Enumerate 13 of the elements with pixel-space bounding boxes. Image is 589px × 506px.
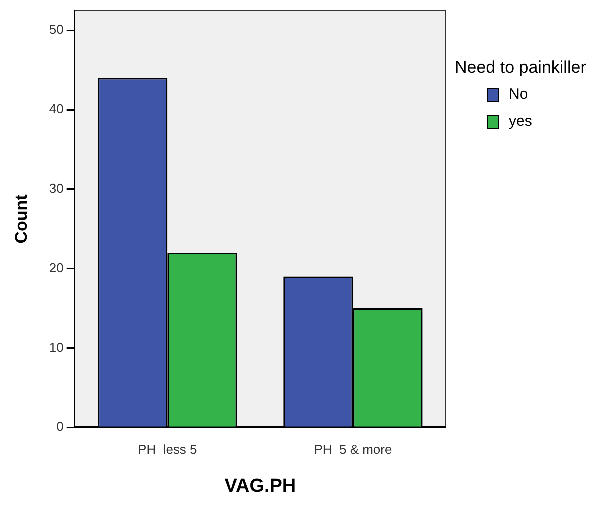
y-tick-label: 10 bbox=[49, 340, 64, 355]
y-axis-title: Count bbox=[12, 194, 31, 244]
y-tick-label: 0 bbox=[56, 419, 64, 434]
x-axis-title: VAG.PH bbox=[224, 476, 296, 497]
x-tick-label: PH 5 & more bbox=[314, 442, 392, 457]
legend-label: No bbox=[509, 86, 528, 103]
y-tick-label: 50 bbox=[49, 22, 64, 38]
x-tick-label: PH less 5 bbox=[138, 442, 198, 457]
y-tick-label: 20 bbox=[49, 260, 64, 276]
legend-title: Need to painkiller bbox=[455, 58, 586, 78]
legend-label: yes bbox=[509, 113, 532, 130]
y-tick-label: 40 bbox=[49, 102, 64, 117]
y-tick-label: 30 bbox=[49, 181, 64, 196]
